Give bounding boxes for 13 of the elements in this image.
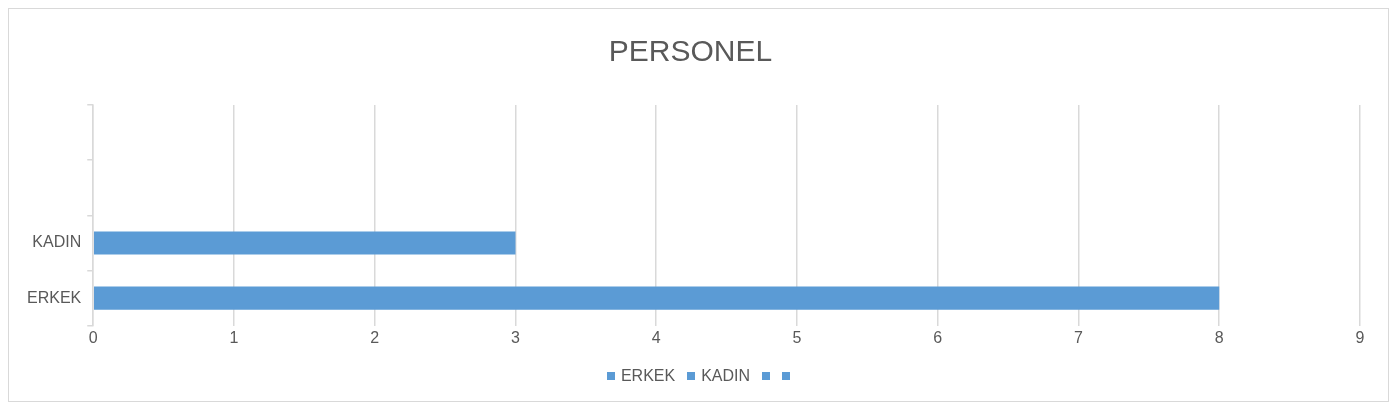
x-tick-label: 2 [370, 328, 380, 346]
x-tick-label: 3 [511, 328, 521, 346]
x-tick-label: 6 [933, 328, 943, 346]
x-tick-label: 1 [229, 328, 239, 346]
x-tick-label: 8 [1214, 328, 1224, 346]
x-tick-label: 9 [1355, 328, 1365, 346]
category-label: ERKEK [620, 367, 676, 384]
x-tick-label: 4 [651, 328, 661, 346]
chart-title: PERSONEL [608, 34, 773, 68]
x-tick-label: 7 [1074, 328, 1084, 346]
x-tick-label: 5 [792, 328, 802, 346]
category-label: KADIN [701, 367, 751, 384]
x-tick-label: 0 [88, 328, 98, 346]
